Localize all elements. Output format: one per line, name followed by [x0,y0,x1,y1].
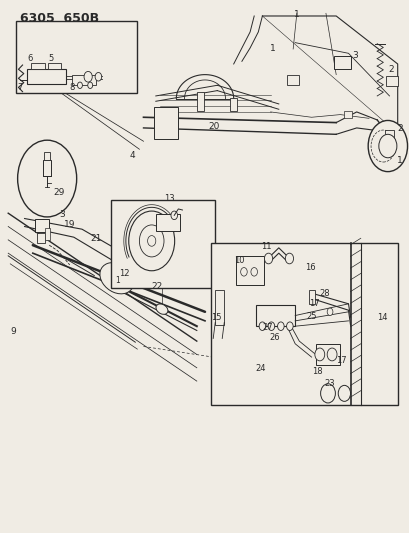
Text: 14: 14 [376,313,387,322]
Ellipse shape [100,263,133,294]
Circle shape [84,71,92,82]
Bar [16,21,137,93]
Text: 5: 5 [49,54,54,63]
Text: 2: 2 [388,64,393,74]
Bar [27,69,65,84]
Bar [256,305,294,326]
Circle shape [277,322,283,330]
Text: 1: 1 [269,44,275,53]
Text: 13: 13 [163,193,174,203]
Circle shape [258,322,265,330]
Bar [35,219,49,232]
Text: 22: 22 [151,282,162,291]
Bar [48,63,61,69]
Bar [235,256,264,285]
Ellipse shape [155,304,168,314]
Bar [43,160,51,176]
Bar [308,290,314,304]
Bar [37,233,45,243]
Circle shape [326,308,332,316]
Text: 11: 11 [261,241,271,251]
Text: 18: 18 [311,367,321,376]
Text: 17: 17 [309,299,319,308]
Text: 25: 25 [306,312,316,321]
Bar [44,152,50,160]
Circle shape [240,268,247,276]
Circle shape [128,211,174,271]
Circle shape [147,236,155,246]
Text: 23: 23 [323,379,334,388]
Circle shape [171,211,177,220]
Circle shape [314,348,324,361]
Text: 6: 6 [27,54,33,63]
Text: 7: 7 [17,83,22,92]
Bar [229,98,236,111]
Text: 28: 28 [319,289,330,298]
Bar [153,107,178,139]
Bar [215,290,224,325]
Bar [31,63,45,69]
Text: 12: 12 [119,269,129,278]
Bar [196,92,204,111]
Text: 24: 24 [254,364,265,373]
Circle shape [320,384,335,403]
Circle shape [77,82,82,88]
Text: 19: 19 [63,220,75,229]
Text: 9: 9 [10,327,16,336]
Circle shape [139,225,164,257]
Bar [315,344,339,365]
Text: 29: 29 [53,188,65,197]
Bar [384,130,393,140]
Bar [286,75,299,85]
Bar [110,200,215,288]
Circle shape [286,322,292,330]
Circle shape [250,268,257,276]
Text: 15: 15 [210,313,221,322]
Text: 16: 16 [305,263,315,272]
Text: 17: 17 [335,356,346,365]
Circle shape [267,322,274,330]
Bar [45,228,50,240]
Circle shape [264,253,272,264]
Circle shape [95,72,101,81]
Circle shape [326,348,336,361]
Text: 4: 4 [129,151,135,160]
Text: 10: 10 [234,256,245,265]
Text: 2: 2 [396,124,402,133]
Text: 27: 27 [262,322,272,332]
Bar [155,214,180,231]
Bar [72,75,96,85]
Text: 3: 3 [352,51,357,60]
Text: 1: 1 [396,156,402,165]
Circle shape [367,120,407,172]
Text: 8: 8 [69,83,74,92]
Text: 20: 20 [208,122,219,131]
Text: 1: 1 [115,276,120,285]
Circle shape [88,82,92,88]
Text: 3: 3 [59,209,65,219]
Text: 1: 1 [294,10,299,19]
Text: 6305  650B: 6305 650B [20,12,99,25]
Text: 26: 26 [269,333,280,342]
Circle shape [378,134,396,158]
Bar [385,76,397,86]
Bar [333,56,350,69]
Circle shape [18,140,76,217]
Bar [343,111,351,118]
Text: 21: 21 [90,233,101,243]
Circle shape [285,253,293,264]
Circle shape [337,385,350,401]
Bar [211,243,397,405]
